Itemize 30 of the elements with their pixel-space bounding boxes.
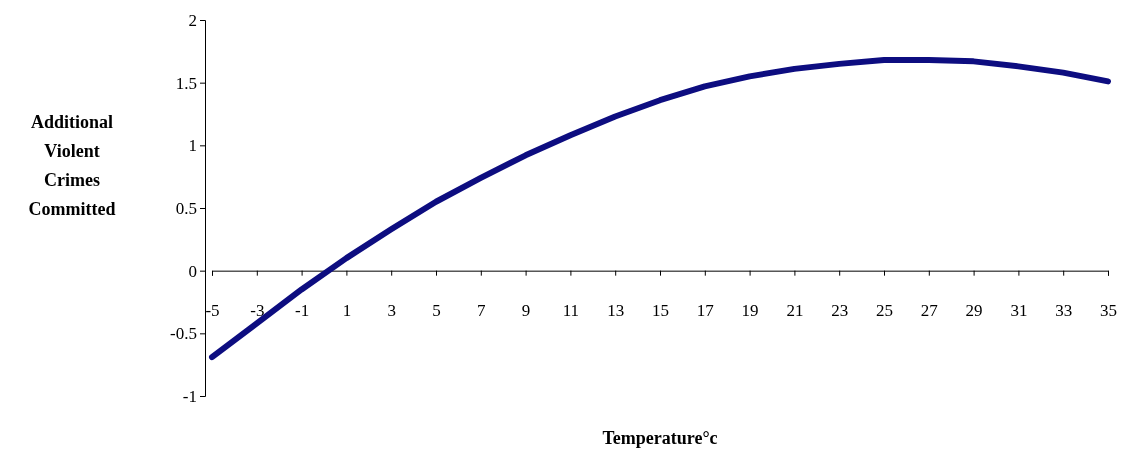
x-tick-label: 25	[876, 301, 893, 321]
x-tick-label: 29	[965, 301, 983, 321]
x-tick-label: 33	[1055, 301, 1073, 321]
y-tick-label: 1.5	[175, 73, 197, 93]
x-tick-label: 23	[831, 301, 849, 321]
y-tick-label: -0.5	[170, 324, 197, 344]
x-axis-title: Temperature°c	[602, 428, 718, 448]
y-tick-label: 0.5	[175, 198, 197, 218]
x-tick-label: 7	[477, 301, 487, 321]
x-tick-label: 1	[342, 301, 352, 321]
x-tick-label: 35	[1100, 301, 1117, 321]
x-tick-label: -1	[295, 301, 310, 321]
y-axis-title: Additional Violent Crimes Committed	[28, 112, 116, 219]
x-tick-label: 19	[741, 301, 759, 321]
x-tick-label: 21	[786, 301, 804, 321]
y-tick-label: -1	[182, 386, 197, 406]
x-tick-label: 17	[696, 301, 715, 321]
x-tick-label: -5	[205, 301, 220, 321]
x-tick-label: 27	[920, 301, 939, 321]
y-tick-label: 2	[188, 10, 197, 30]
y-tick-label: 1	[188, 136, 197, 156]
x-tick-label: 3	[387, 301, 396, 321]
y-tick-label: 0	[188, 261, 197, 281]
x-tick-label: 31	[1010, 301, 1028, 321]
x-tick-label: 13	[607, 301, 625, 321]
x-tick-label: 11	[562, 301, 580, 321]
x-tick-label: -3	[250, 301, 265, 321]
x-tick-label: 5	[432, 301, 441, 321]
x-tick-label: 9	[521, 301, 531, 321]
x-tick-label: 15	[652, 301, 669, 321]
